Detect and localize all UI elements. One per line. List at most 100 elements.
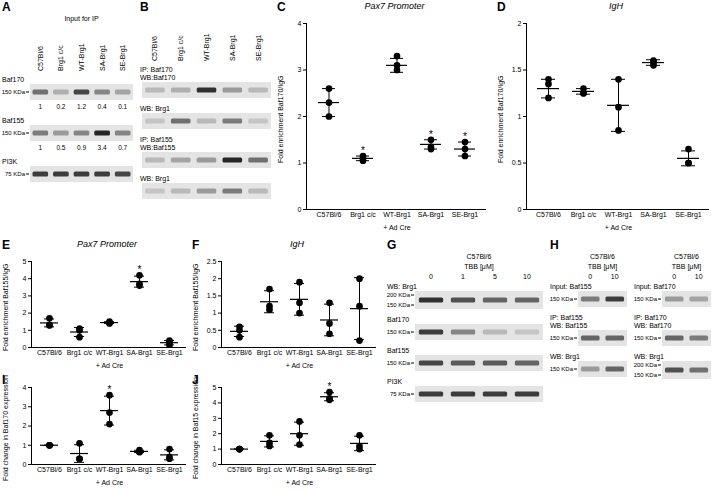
svg-text:SE-Brg1: SE-Brg1 (156, 466, 183, 474)
svg-text:3: 3 (213, 415, 217, 422)
svg-text:Input for IP: Input for IP (64, 15, 99, 23)
svg-text:150 KDa: 150 KDa (550, 296, 574, 302)
svg-text:10: 10 (695, 273, 703, 280)
svg-text:SE-Brg1: SE-Brg1 (346, 349, 373, 357)
svg-text:3.4: 3.4 (98, 144, 107, 151)
svg-text:0: 0 (23, 344, 27, 351)
svg-text:1: 1 (38, 103, 42, 110)
svg-text:0: 0 (213, 461, 217, 468)
svg-text:0.7: 0.7 (118, 144, 127, 151)
svg-text:2: 2 (298, 113, 302, 120)
svg-text:SA-Brg1: SA-Brg1 (99, 44, 107, 71)
svg-text:2: 2 (23, 309, 27, 316)
svg-text:2: 2 (213, 275, 217, 282)
svg-text:IP: Baf170: IP: Baf170 (634, 314, 667, 321)
svg-text:WT-Brg1: WT-Brg1 (286, 349, 314, 357)
svg-text:0: 0 (429, 273, 433, 280)
svg-text:Brg1 c/c: Brg1 c/c (67, 349, 93, 357)
svg-text:150 KDa: 150 KDa (2, 130, 26, 136)
svg-text:C57Bl/6: C57Bl/6 (151, 36, 158, 61)
svg-text:WT-Brg1: WT-Brg1 (605, 211, 633, 219)
svg-text:3: 3 (23, 292, 27, 299)
svg-text:SE-Brg1: SE-Brg1 (346, 466, 373, 474)
svg-text:5: 5 (23, 258, 27, 265)
svg-text:2: 2 (518, 20, 522, 27)
svg-text:PI3K: PI3K (387, 378, 403, 385)
svg-text:+ Ad Cre: + Ad Cre (96, 362, 124, 369)
svg-text:Brg1 c/c: Brg1 c/c (67, 466, 93, 474)
svg-text:75 KDa: 75 KDa (390, 391, 411, 397)
svg-text:WT-Brg1: WT-Brg1 (78, 43, 86, 71)
svg-text:C57Bl/6: C57Bl/6 (317, 211, 342, 218)
svg-text:4: 4 (23, 275, 27, 282)
svg-text:0.2: 0.2 (56, 103, 65, 110)
svg-text:+ Ad Cre: + Ad Cre (383, 224, 411, 231)
svg-text:IP: Baf155: IP: Baf155 (550, 314, 583, 321)
svg-text:C57Bl/6: C57Bl/6 (536, 211, 561, 218)
svg-text:0: 0 (518, 206, 522, 213)
svg-text:WB: Baf170: WB: Baf170 (634, 322, 671, 329)
svg-text:150 KDa: 150 KDa (634, 296, 658, 302)
svg-text:3: 3 (23, 403, 27, 410)
svg-text:150 KDa: 150 KDa (634, 335, 658, 341)
svg-text:Brg1 c/c: Brg1 c/c (257, 466, 283, 474)
svg-text:0.9: 0.9 (77, 144, 86, 151)
svg-text:C57Bl/6: C57Bl/6 (227, 466, 252, 473)
svg-text:SE-Brg1: SE-Brg1 (255, 34, 263, 61)
svg-text:+ Ad Cre: + Ad Cre (96, 479, 124, 486)
svg-text:1: 1 (23, 441, 27, 448)
svg-text:Baf170: Baf170 (2, 76, 24, 83)
svg-text:200 KDa: 200 KDa (387, 292, 411, 298)
svg-text:SA-Brg1: SA-Brg1 (229, 34, 237, 61)
svg-text:PI3K: PI3K (2, 158, 18, 165)
svg-text:SA-Brg1: SA-Brg1 (126, 466, 153, 474)
svg-text:C57Bl/6: C57Bl/6 (467, 253, 492, 260)
svg-text:0: 0 (298, 206, 302, 213)
svg-text:0: 0 (23, 461, 27, 468)
svg-text:WB: Brg1: WB: Brg1 (550, 353, 580, 361)
svg-text:SE-Brg1: SE-Brg1 (119, 44, 127, 71)
svg-text:10: 10 (611, 273, 619, 280)
svg-text:*: * (463, 131, 467, 142)
svg-text:TBB [μM]: TBB [μM] (588, 263, 617, 271)
svg-text:TBB [μM]: TBB [μM] (464, 263, 493, 271)
svg-text:*: * (108, 384, 112, 395)
svg-text:0: 0 (588, 273, 592, 280)
svg-text:150 KDa: 150 KDa (387, 329, 411, 335)
svg-text:4: 4 (213, 399, 217, 406)
svg-text:0.5: 0.5 (56, 144, 65, 151)
svg-text:Brg1 c/c: Brg1 c/c (257, 349, 283, 357)
svg-text:1: 1 (23, 327, 27, 334)
svg-text:WT-Brg1: WT-Brg1 (203, 33, 211, 61)
svg-text:+ Ad Cre: + Ad Cre (286, 479, 314, 486)
svg-text:WT-Brg1: WT-Brg1 (96, 349, 124, 357)
svg-text:Baf155: Baf155 (2, 117, 24, 124)
svg-text:150 KDa: 150 KDa (387, 360, 411, 366)
svg-text:150 KDa: 150 KDa (387, 302, 411, 308)
svg-text:Input: Baf170: Input: Baf170 (634, 283, 676, 291)
svg-text:2: 2 (213, 430, 217, 437)
svg-text:0.5: 0.5 (207, 327, 217, 334)
svg-text:10: 10 (523, 273, 531, 280)
svg-text:Brg1 c/c: Brg1 c/c (177, 35, 185, 61)
svg-text:SE-Brg1: SE-Brg1 (452, 211, 479, 219)
svg-text:*: * (138, 264, 142, 275)
svg-text:WB: Brg1: WB: Brg1 (634, 353, 664, 361)
svg-text:IP: Baf155: IP: Baf155 (140, 136, 173, 143)
svg-text:1.2: 1.2 (77, 103, 86, 110)
svg-text:150 KDa: 150 KDa (2, 89, 26, 95)
svg-text:1.5: 1.5 (207, 292, 217, 299)
svg-text:75 KDa: 75 KDa (5, 171, 26, 177)
svg-text:0.5: 0.5 (512, 159, 522, 166)
svg-text:SA-Brg1: SA-Brg1 (316, 466, 343, 474)
svg-text:SA-Brg1: SA-Brg1 (126, 349, 153, 357)
svg-text:0: 0 (213, 344, 217, 351)
svg-text:1: 1 (461, 273, 465, 280)
svg-text:1: 1 (213, 309, 217, 316)
svg-text:3: 3 (298, 66, 302, 73)
svg-text:4: 4 (23, 384, 27, 391)
svg-text:150 KDa: 150 KDa (550, 335, 574, 341)
svg-text:Baf170: Baf170 (387, 316, 409, 323)
svg-text:Input: Baf155: Input: Baf155 (550, 283, 592, 291)
svg-text:WB: Brg1: WB: Brg1 (140, 175, 170, 183)
